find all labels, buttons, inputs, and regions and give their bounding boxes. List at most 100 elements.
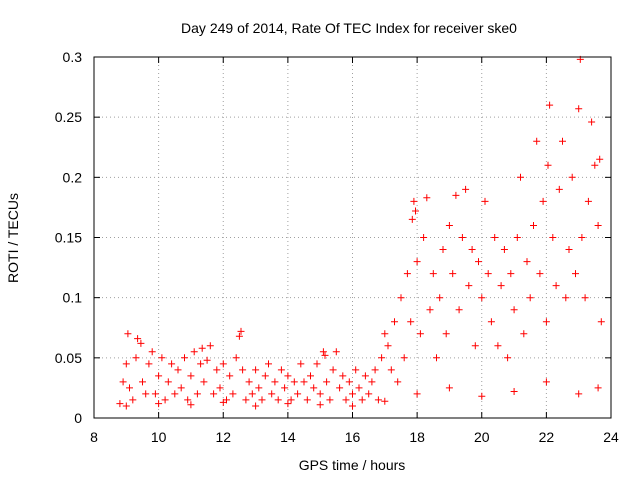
data-point [237,327,245,335]
data-point [268,390,276,398]
data-point [122,402,130,410]
x-tick-label: 22 [539,429,555,445]
x-tick-label: 20 [474,429,490,445]
data-point [284,372,292,380]
data-point [381,330,389,338]
data-point [497,282,505,290]
data-point [436,294,444,302]
data-point [504,354,512,362]
data-point [361,372,369,380]
data-point [517,173,524,181]
data-point [321,351,329,359]
data-point [549,234,557,241]
data-point [190,348,198,356]
data-point [478,294,486,302]
x-tick-label: 16 [345,429,361,445]
data-point [258,396,266,404]
data-point [387,366,395,374]
data-point [365,390,373,398]
data-point [572,270,579,278]
data-points [116,55,605,410]
x-tick-label: 18 [409,429,425,445]
x-tick-label: 24 [603,429,619,445]
y-tick-label: 0 [74,410,82,426]
data-point [433,354,440,362]
data-point [297,360,305,368]
data-point [187,372,195,380]
y-tick-label: 0.1 [63,290,83,306]
data-point [294,390,302,398]
data-point [536,270,544,278]
data-point [381,397,389,405]
data-point [465,282,473,290]
data-point [426,306,434,314]
data-point [198,344,206,352]
data-point [129,396,137,404]
data-point [332,348,340,356]
data-point [274,396,282,404]
data-point [142,390,150,398]
data-point [355,384,363,392]
y-tick-label: 0.3 [63,49,83,65]
data-point [578,234,586,241]
data-point [468,246,476,253]
data-point [284,400,292,408]
y-tick-label: 0.2 [63,169,83,185]
data-point [565,246,573,253]
data-point [148,348,156,356]
data-point [323,378,331,386]
data-point [248,390,256,398]
data-point [137,339,145,347]
data-point [213,366,221,374]
data-point [155,400,163,408]
y-tick-label: 0.05 [55,350,82,366]
data-point [316,390,324,398]
data-point [491,234,499,241]
data-point [281,384,289,392]
data-point [575,390,583,398]
data-point [287,396,295,404]
data-point [352,366,360,374]
data-point [345,378,353,386]
axis-ticks: 8 10 12 14 16 18 20 22 24 0 0.05 0.1 0.15 0.2 0.25 0.3 [55,49,619,445]
data-point [442,330,450,338]
data-point [139,378,146,386]
data-point [307,372,314,380]
data-point [177,384,185,392]
data-point [261,372,269,380]
data-point [507,270,515,278]
data-point [526,294,534,302]
data-point [116,400,124,408]
data-point [594,384,602,392]
data-point [184,396,192,404]
data-point [533,137,541,145]
data-point [594,222,602,229]
data-point [171,390,179,398]
data-point [219,360,227,368]
data-point [429,270,437,278]
data-point [187,401,195,409]
data-point [471,342,479,350]
data-point [200,378,208,386]
data-point [384,342,392,350]
data-point [475,258,482,266]
data-point [407,318,415,326]
data-point [413,258,421,266]
data-point [374,396,382,404]
data-point [400,354,408,362]
data-point [181,354,188,362]
data-point [206,342,214,350]
data-point [329,366,337,374]
data-point [303,396,311,404]
data-point [174,366,182,374]
data-point [546,101,554,109]
data-point [575,105,583,113]
data-point [265,360,272,368]
data-point [510,306,518,314]
data-point [336,384,344,392]
data-point [542,378,550,386]
data-point [544,161,552,169]
grid-lines [94,57,611,418]
data-point [559,137,566,145]
